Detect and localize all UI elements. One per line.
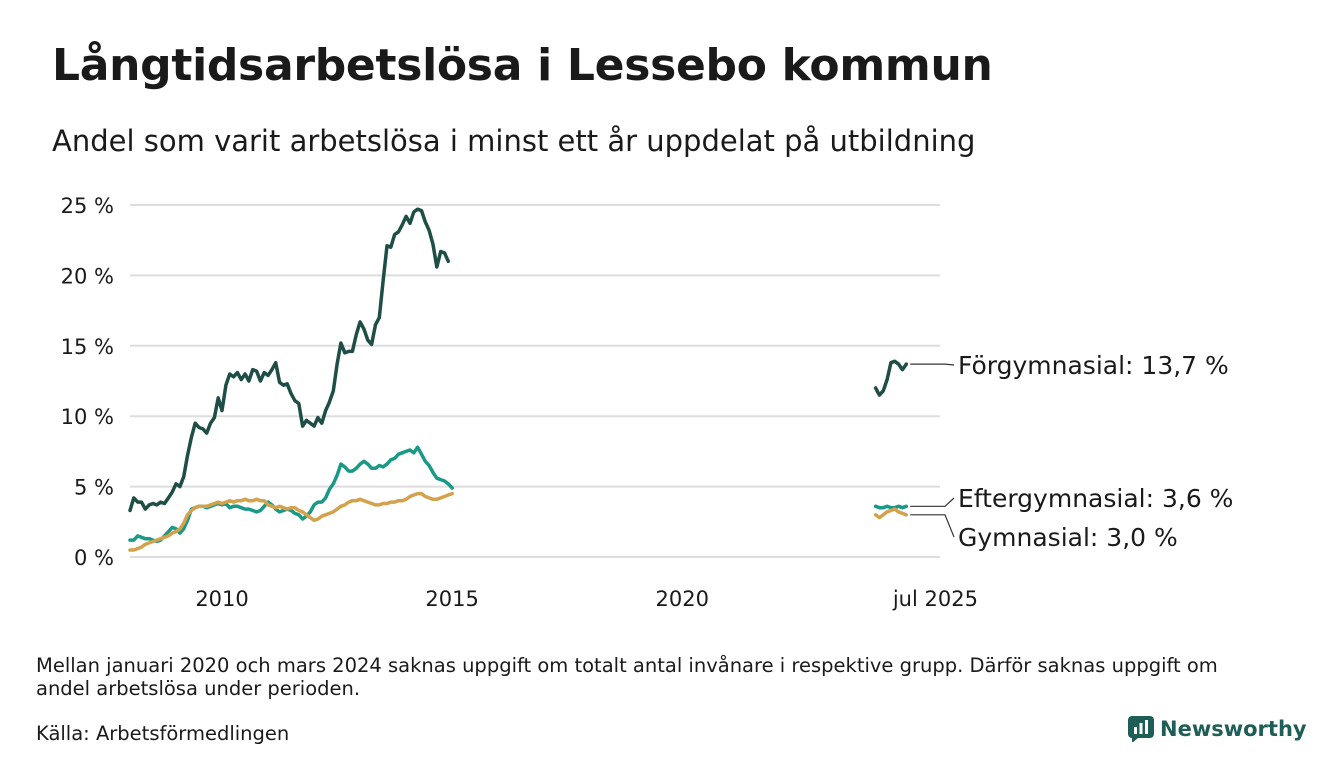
newsworthy-logo-icon bbox=[1128, 716, 1154, 742]
end-label-eftergymnasial: Eftergymnasial: 3,6 % bbox=[958, 484, 1233, 513]
y-tick-label: 15 % bbox=[61, 335, 114, 359]
y-tick-label: 25 % bbox=[61, 194, 114, 218]
series-lines bbox=[128, 207, 909, 552]
series-line-forgymnasial bbox=[128, 207, 451, 513]
series-line-eftergymnasial bbox=[873, 504, 909, 510]
series-line-eftergymnasial bbox=[128, 445, 454, 544]
y-tick-label: 10 % bbox=[61, 405, 114, 429]
x-axis: 2010 2015 2020 jul 2025 bbox=[195, 587, 978, 611]
line-chart: 0 % 5 % 10 % 15 % 20 % 25 % 2010 2015 2020 jul 2… bbox=[61, 194, 1234, 611]
x-tick-label: 2010 bbox=[195, 587, 248, 611]
end-label-forgymnasial: Förgymnasial: 13,7 % bbox=[958, 351, 1229, 380]
series-line-forgymnasial bbox=[873, 359, 909, 397]
brand-name: Newsworthy bbox=[1160, 717, 1307, 741]
y-tick-label: 20 % bbox=[61, 264, 114, 288]
y-axis: 0 % 5 % 10 % 15 % 20 % 25 % bbox=[61, 194, 114, 570]
end-labels: Förgymnasial: 13,7 % Eftergymnasial: 3,6 … bbox=[910, 351, 1233, 552]
series-line-gymnasial bbox=[873, 507, 909, 520]
x-tick-label: jul 2025 bbox=[892, 587, 978, 611]
brand-logo: Newsworthy bbox=[1128, 716, 1307, 742]
footnote: Mellan januari 2020 och mars 2024 saknas… bbox=[36, 654, 1218, 700]
x-tick-label: 2015 bbox=[425, 587, 478, 611]
y-tick-label: 5 % bbox=[74, 476, 114, 500]
source-text: Källa: Arbetsförmedlingen bbox=[36, 722, 290, 745]
leader-line bbox=[910, 497, 955, 507]
leader-line bbox=[910, 363, 955, 366]
leader-line bbox=[910, 514, 955, 538]
x-tick-label: 2020 bbox=[656, 587, 709, 611]
end-label-gymnasial: Gymnasial: 3,0 % bbox=[958, 523, 1178, 552]
series-line-gymnasial bbox=[128, 491, 454, 552]
chart-title: Långtidsarbetslösa i Lessebo kommun bbox=[52, 40, 993, 91]
y-tick-label: 0 % bbox=[74, 546, 114, 570]
grid-lines bbox=[130, 204, 940, 558]
chart-subtitle: Andel som varit arbetslösa i minst ett å… bbox=[52, 124, 976, 158]
